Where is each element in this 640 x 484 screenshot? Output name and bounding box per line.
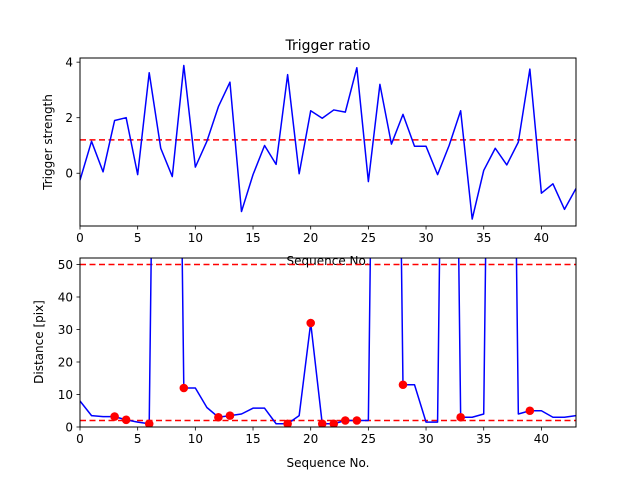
data-point	[398, 380, 408, 390]
x-tick-label: 5	[134, 432, 142, 446]
x-axis-ticks: 0 5 10 15 20 25 30 35 40	[76, 427, 549, 446]
data-point	[525, 406, 535, 416]
x-axis-ticks: 0 5 10 15 20 25 30 35 40	[76, 226, 549, 245]
data-point	[306, 318, 315, 328]
x-tick-label: 30	[418, 432, 433, 446]
data-point	[225, 411, 235, 420]
y-axis-ticks: 0 10 20 30 40 50	[58, 258, 80, 435]
data-series	[80, 64, 576, 220]
y-tick-label: 50	[58, 258, 73, 272]
x-tick-label: 35	[476, 432, 491, 446]
y-axis-ticks: 0 2 4	[65, 56, 80, 181]
x-tick-label: 5	[134, 231, 142, 245]
x-axis-label: Sequence No.	[287, 456, 370, 470]
y-tick-label: 0	[65, 421, 73, 435]
series-line	[80, 64, 576, 220]
x-tick-label: 10	[188, 231, 203, 245]
data-point	[341, 416, 350, 425]
x-tick-label: 15	[245, 432, 260, 446]
y-tick-label: 0	[65, 167, 73, 181]
x-tick-label: 30	[418, 231, 433, 245]
data-series	[80, 258, 576, 427]
axes-frame	[79, 57, 577, 227]
chart-trigger-ratio: Trigger ratio Trigger strength 0 5 10 15 20 2…	[41, 38, 577, 268]
data-point	[283, 419, 292, 427]
x-tick-label: 20	[303, 432, 318, 446]
data-point	[329, 419, 339, 427]
series-line	[80, 258, 576, 425]
x-tick-label: 35	[476, 231, 491, 245]
y-axis-label: Trigger strength	[41, 94, 55, 191]
axes-frame	[79, 257, 577, 428]
y-tick-label: 20	[58, 356, 73, 370]
y-tick-label: 40	[58, 291, 73, 305]
data-point	[352, 416, 362, 425]
x-tick-label: 40	[534, 231, 549, 245]
threshold-lines	[80, 263, 576, 422]
data-point	[110, 412, 119, 421]
y-tick-label: 10	[58, 388, 73, 402]
chart-distance: Distance [pix] 0 5 10 15 20 25 30 35 40 0 10 20 30 4…	[32, 257, 577, 470]
y-axis-label: Distance [pix]	[32, 300, 46, 384]
data-point	[144, 419, 154, 427]
data-point	[121, 415, 131, 425]
x-tick-label: 10	[188, 432, 203, 446]
x-tick-label: 20	[303, 231, 318, 245]
x-tick-label: 15	[245, 231, 260, 245]
y-tick-label: 4	[65, 56, 73, 70]
data-point	[179, 383, 189, 393]
y-tick-label: 30	[58, 323, 73, 337]
data-point	[317, 419, 327, 427]
x-tick-label: 0	[76, 231, 84, 245]
data-point	[214, 412, 223, 422]
x-axis-label: Sequence No.	[287, 254, 370, 268]
x-tick-label: 40	[534, 432, 549, 446]
data-point	[456, 412, 465, 422]
x-tick-label: 0	[76, 432, 84, 446]
y-tick-label: 2	[65, 111, 73, 125]
x-tick-label: 25	[361, 432, 376, 446]
x-tick-label: 25	[361, 231, 376, 245]
chart-title: Trigger ratio	[284, 38, 370, 54]
